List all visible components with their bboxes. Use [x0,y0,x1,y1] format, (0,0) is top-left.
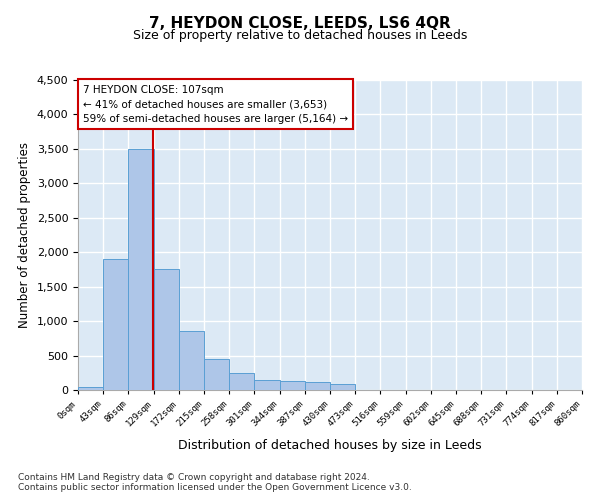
Bar [204,359,229,390]
Bar [78,386,103,390]
Bar [330,384,355,390]
Bar [280,381,305,390]
Bar [179,332,204,390]
Text: 7, HEYDON CLOSE, LEEDS, LS6 4QR: 7, HEYDON CLOSE, LEEDS, LS6 4QR [149,16,451,31]
Bar [305,382,330,390]
Text: Size of property relative to detached houses in Leeds: Size of property relative to detached ho… [133,29,467,42]
X-axis label: Distribution of detached houses by size in Leeds: Distribution of detached houses by size … [178,440,482,452]
Bar [103,259,128,390]
Y-axis label: Number of detached properties: Number of detached properties [18,142,31,328]
Text: Contains HM Land Registry data © Crown copyright and database right 2024.
Contai: Contains HM Land Registry data © Crown c… [18,472,412,492]
Bar [254,380,280,390]
Bar [128,149,154,390]
Text: 7 HEYDON CLOSE: 107sqm
← 41% of detached houses are smaller (3,653)
59% of semi-: 7 HEYDON CLOSE: 107sqm ← 41% of detached… [83,84,348,124]
Bar [154,270,179,390]
Bar [229,373,254,390]
